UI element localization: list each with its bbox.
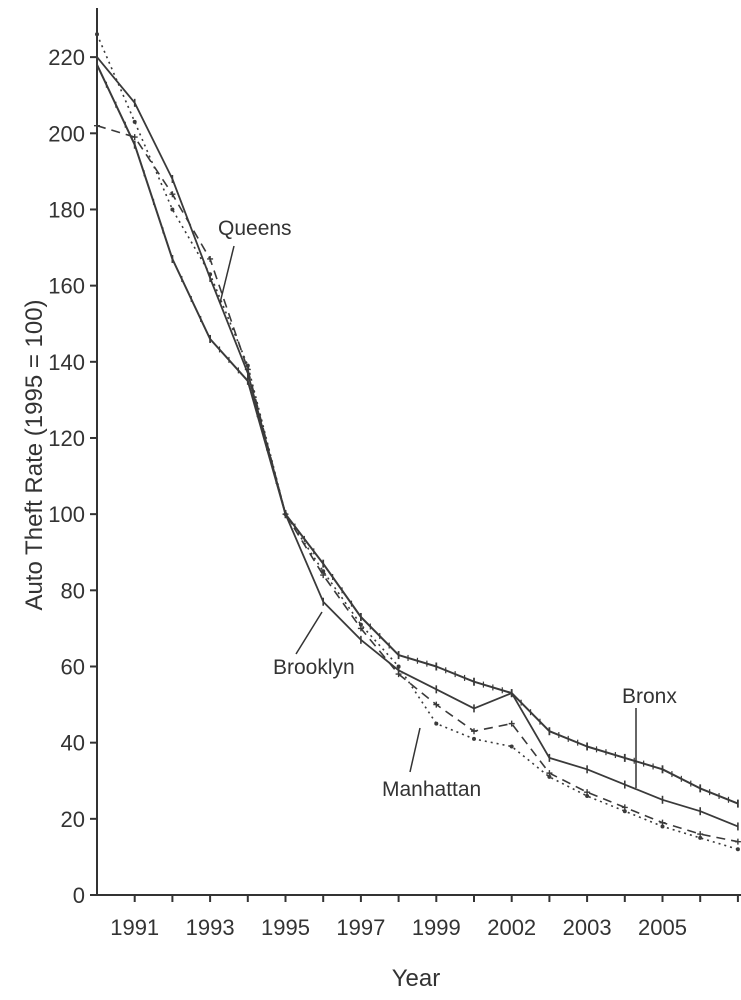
- data-point-manhattan: [698, 835, 703, 840]
- data-point-manhattan: [396, 664, 401, 669]
- y-tick-label: 0: [73, 883, 85, 908]
- data-point-queens: [508, 720, 515, 727]
- x-axis-title: Year: [392, 965, 441, 992]
- series-label-brooklyn: Brooklyn: [273, 656, 355, 679]
- x-tick-label: 2002: [487, 915, 536, 940]
- data-point-manhattan: [208, 272, 213, 277]
- data-point-manhattan: [170, 207, 175, 212]
- data-point-queens: [131, 134, 138, 141]
- series-label-queens-group: Queens: [218, 217, 292, 304]
- series-manhattan: [95, 32, 740, 852]
- y-tick-label: 180: [48, 197, 85, 222]
- data-point-manhattan: [622, 809, 627, 814]
- data-point-manhattan: [132, 119, 137, 124]
- x-tick-label: 1993: [186, 915, 235, 940]
- data-point-manhattan: [547, 774, 552, 779]
- y-axis: 0 20 40 60 80 100 120 140 160 180 200 220: [48, 8, 98, 908]
- data-point-manhattan: [585, 793, 590, 798]
- y-tick-label: 20: [61, 807, 85, 832]
- series-layer: [94, 32, 741, 852]
- y-tick-label: 80: [61, 578, 85, 603]
- data-point-manhattan: [472, 736, 476, 741]
- series-line-brooklyn: [96, 56, 739, 828]
- series-label-queens: Queens: [218, 217, 292, 240]
- y-tick-label: 100: [48, 502, 85, 527]
- y-tick-label: 40: [61, 731, 85, 756]
- leader-line-manhattan: [409, 727, 421, 773]
- data-point-queens: [734, 838, 741, 845]
- data-point-manhattan: [321, 569, 326, 574]
- x-tick-label: 2003: [563, 915, 612, 940]
- series-line-manhattan: [96, 33, 739, 851]
- data-point-manhattan: [245, 363, 250, 368]
- series-label-bronx: Bronx: [622, 685, 677, 708]
- series-label-manhattan-group: Manhattan: [382, 727, 481, 801]
- y-tick-label: 120: [48, 426, 85, 451]
- x-tick-label: 1995: [261, 915, 310, 940]
- data-point-manhattan: [95, 32, 99, 37]
- series-bronx: [96, 60, 739, 808]
- data-point-manhattan: [660, 824, 665, 829]
- series-brooklyn: [96, 53, 739, 831]
- data-point-manhattan: [358, 622, 363, 627]
- series-line-queens: [96, 124, 739, 843]
- x-axis: 1991 1993 1995 1997 1999 2002 2003 2005: [97, 894, 741, 940]
- y-tick-label: 200: [48, 121, 85, 146]
- leader-line-brooklyn: [295, 611, 323, 655]
- data-point-queens: [433, 701, 440, 708]
- data-point-queens: [94, 122, 100, 129]
- data-point-queens: [207, 255, 214, 262]
- y-tick-label: 220: [48, 45, 85, 70]
- x-tick-label: 2005: [638, 915, 687, 940]
- y-tick-label: 140: [48, 350, 85, 375]
- leader-line-queens: [219, 245, 235, 304]
- x-tick-label: 1999: [412, 915, 461, 940]
- data-point-manhattan: [509, 744, 514, 749]
- data-point-manhattan: [434, 721, 439, 726]
- x-tick-label: 1997: [336, 915, 385, 940]
- series-label-manhattan: Manhattan: [382, 778, 481, 801]
- series-label-bronx-group: Bronx: [622, 685, 677, 788]
- data-point-queens: [471, 728, 477, 735]
- y-tick-label: 60: [61, 654, 85, 679]
- x-tick-label: 1991: [110, 915, 159, 940]
- series-label-brooklyn-group: Brooklyn: [273, 611, 355, 679]
- y-tick-label: 160: [48, 274, 85, 299]
- data-point-queens: [169, 191, 176, 198]
- data-point-manhattan: [283, 512, 288, 517]
- data-point-manhattan: [735, 847, 740, 852]
- y-axis-title: Auto Theft Rate (1995 = 100): [21, 299, 48, 610]
